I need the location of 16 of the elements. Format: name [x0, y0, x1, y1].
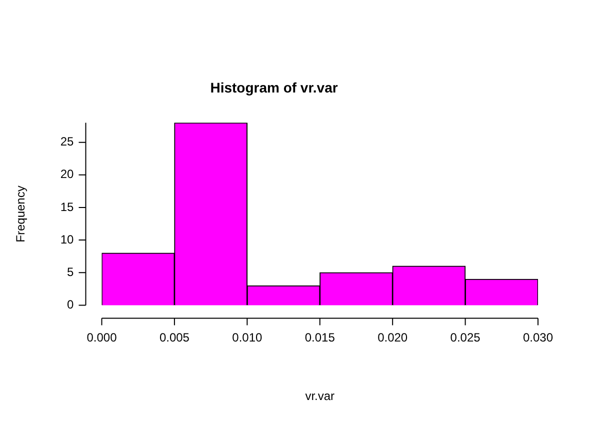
x-axis-title: vr.var — [305, 389, 335, 404]
x-tick-label: 0.005 — [159, 330, 190, 345]
x-tick-label: 0.025 — [450, 330, 481, 345]
y-tick-label: 15 — [60, 200, 74, 214]
chart-title: Histogram of vr.var — [210, 79, 338, 96]
x-tick-label: 0.030 — [522, 330, 554, 345]
x-tick-label: 0.020 — [378, 330, 408, 345]
y-tick-label: 25 — [60, 134, 74, 149]
y-tick-label: 5 — [67, 264, 74, 279]
y-tick-label: 10 — [60, 232, 74, 246]
y-tick-label: 0 — [67, 298, 74, 312]
x-tick-label: 0.015 — [304, 330, 336, 345]
y-axis-title: Frequency — [14, 186, 28, 242]
y-tick-label: 20 — [60, 167, 74, 182]
x-tick-label: 0.000 — [86, 330, 118, 345]
x-tick-label: 0.010 — [232, 330, 263, 345]
